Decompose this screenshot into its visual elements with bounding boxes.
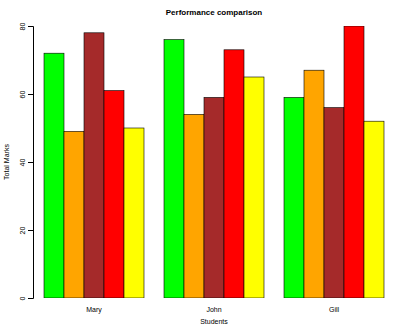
x-tick-label: Gill	[329, 306, 340, 313]
y-tick: 40	[19, 159, 33, 167]
y-tick-label: 80	[19, 23, 26, 31]
bar	[64, 131, 84, 298]
y-tick-mark	[28, 94, 33, 95]
bar	[84, 33, 104, 298]
y-tick: 80	[19, 23, 33, 31]
bar	[324, 108, 344, 298]
bar	[284, 97, 304, 298]
bars	[44, 26, 384, 298]
title: Performance comparison	[166, 8, 263, 17]
bar	[344, 26, 364, 298]
y-tick-mark	[28, 298, 33, 299]
bar	[224, 50, 244, 298]
chart: 0 20 40 60 80 Mary John Gill Performance compari…	[0, 0, 404, 329]
y-tick-mark	[28, 162, 33, 163]
bar	[124, 128, 144, 298]
x-axis-title: Students	[200, 318, 228, 325]
bar	[244, 77, 264, 298]
x-tick-label: John	[206, 306, 221, 313]
y-tick: 60	[19, 91, 33, 99]
y-axis-line	[28, 27, 34, 299]
bar	[304, 70, 324, 298]
x-tick-label: Mary	[86, 306, 102, 314]
y-tick-mark	[28, 230, 33, 231]
bar	[184, 114, 204, 298]
bar	[204, 97, 224, 298]
y-tick-label: 0	[19, 296, 26, 300]
bar	[104, 91, 124, 298]
y-tick-mark	[28, 26, 33, 27]
bar	[164, 40, 184, 298]
y-tick: 20	[19, 227, 33, 235]
y-tick-label: 60	[19, 91, 26, 99]
y-axis-title: Total Marks	[3, 144, 10, 180]
y-tick-label: 40	[19, 159, 26, 167]
y-axis: 0 20 40 60 80	[19, 23, 34, 301]
bar	[44, 53, 64, 298]
y-tick: 0	[19, 296, 33, 300]
bar	[364, 121, 384, 298]
y-tick-label: 20	[19, 227, 26, 235]
